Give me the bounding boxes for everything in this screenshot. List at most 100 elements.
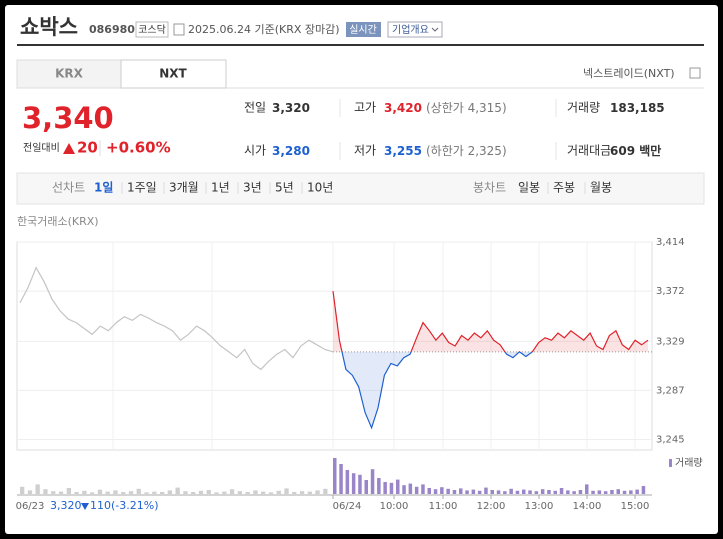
down-arrow: [81, 503, 89, 510]
volume-bar: [635, 489, 639, 494]
volume-bar: [167, 490, 172, 494]
volume-bar: [144, 492, 149, 494]
x-tick-label: 06/23: [16, 501, 45, 512]
period-button[interactable]: 1년: [211, 181, 230, 195]
volume-bar: [339, 464, 343, 494]
period-button[interactable]: 5년: [275, 181, 294, 195]
volume-bar: [43, 489, 48, 494]
period-group: 선차트 1일 1주일 3개월 1년 3년 5년 10년 봉차트 일봉 주봉 월봉: [52, 181, 612, 195]
volume-bar: [477, 490, 482, 494]
stat-label: 거래량: [567, 101, 600, 115]
volume-bar: [113, 490, 118, 494]
volume-bar: [427, 488, 431, 494]
volume-bar: [105, 491, 110, 494]
volume-bar: [484, 487, 488, 494]
volume-bar: [333, 458, 337, 494]
volume-bar: [358, 474, 362, 494]
volume-bar: [522, 489, 526, 494]
volume-bar: [121, 492, 126, 494]
volume-bar: [591, 490, 595, 494]
volume-bar: [465, 490, 469, 494]
tab-krx-bg[interactable]: [16, 59, 122, 89]
volume-bar: [276, 490, 281, 494]
volume-bar: [421, 484, 425, 494]
x-tick-label: 11:00: [429, 501, 458, 512]
price-line: [332, 291, 649, 430]
volume-bar: [284, 488, 289, 494]
y-tick-label: 3,329: [656, 336, 685, 347]
volume-bar: [528, 490, 532, 494]
volume-bar: [440, 487, 444, 494]
stat-sub: (상한가 4,315): [426, 101, 507, 115]
candle-button[interactable]: 월봉: [590, 181, 612, 195]
realtime[interactable]: 실시간: [349, 24, 377, 36]
stat-value-line: 3,280: [272, 144, 310, 158]
volume-bar: [245, 492, 250, 494]
stat-sub: (하한가 2,325): [426, 144, 507, 158]
stat-value-line: 609 백만: [610, 143, 661, 158]
candle-button[interactable]: 주봉: [553, 181, 575, 195]
period-button[interactable]: 1일: [94, 181, 113, 195]
volume-bar: [261, 491, 266, 494]
period-button[interactable]: 3년: [243, 181, 262, 195]
volume-bar: [253, 490, 258, 494]
volume-bar: [229, 489, 235, 494]
volume-bar: [20, 486, 25, 494]
volume-bar: [414, 486, 419, 494]
volume-bar: [433, 489, 438, 494]
company-info-button[interactable]: [387, 21, 443, 38]
tab[interactable]: KRX: [55, 67, 84, 81]
volume-bar: [136, 488, 141, 494]
company-info[interactable]: 기업개요: [392, 23, 429, 36]
period-button[interactable]: 1주일: [127, 181, 157, 195]
volume-legend: 거래량: [675, 457, 703, 469]
volume-bar: [323, 488, 328, 494]
volume-bar: [383, 482, 387, 494]
period-button[interactable]: 10년: [307, 181, 333, 195]
volume-bar: [622, 490, 627, 494]
period-label: 선차트: [52, 181, 85, 195]
volume-bar: [58, 491, 64, 494]
volume-bar: [578, 490, 583, 494]
prev-change-pct: (-3.21%): [111, 499, 159, 512]
stat-value-line: 3,255 (하한가 2,325): [384, 144, 507, 158]
volume-bar: [222, 491, 227, 494]
x-tick-label: 06/24: [333, 501, 362, 512]
x-tick-label: 10:00: [380, 501, 409, 512]
stat-label: 고가: [354, 101, 376, 115]
volume-bar: [553, 490, 557, 494]
volume-bar: [389, 482, 394, 494]
x-tick-label: 12:00: [477, 501, 506, 512]
volume-bar: [503, 491, 507, 494]
realtime-badge[interactable]: [346, 22, 381, 37]
stock-name: 쇼박스: [20, 15, 78, 39]
change-pct: +0.60%: [106, 139, 171, 157]
volume-bar: [268, 492, 274, 494]
volume-bar: [206, 490, 211, 494]
dropdown-caret: [431, 27, 439, 32]
volume-bar: [364, 480, 368, 494]
y-tick-label: 3,245: [656, 434, 685, 445]
volume-bar: [610, 490, 614, 494]
volume-bar: [237, 491, 242, 494]
volume-bar: [66, 488, 71, 494]
y-tick-label: 3,372: [656, 286, 685, 297]
volume-bar: [90, 492, 95, 494]
volume-bar: [566, 490, 570, 494]
tab[interactable]: NXT: [159, 67, 187, 81]
period-button[interactable]: 3개월: [169, 181, 199, 195]
stats: 전일 3,320 고가 3,420 (상한가 4,315) 거래량 183,185 시가 3,2…: [244, 99, 665, 160]
volume-bar: [515, 490, 520, 494]
change: 20: [77, 139, 98, 157]
volume-bar: [452, 490, 457, 494]
up-arrow: [63, 143, 75, 154]
volume-bar: [191, 492, 196, 494]
candle-button[interactable]: 일봉: [518, 181, 540, 195]
volume-bar: [616, 489, 620, 494]
nxt-link[interactable]: 넥스트레이드(NXT): [583, 67, 675, 80]
market-badge: [135, 21, 169, 38]
volume-bar: [351, 473, 356, 494]
volume-bar: [572, 491, 576, 494]
tab-nxt-bg[interactable]: [120, 59, 227, 89]
